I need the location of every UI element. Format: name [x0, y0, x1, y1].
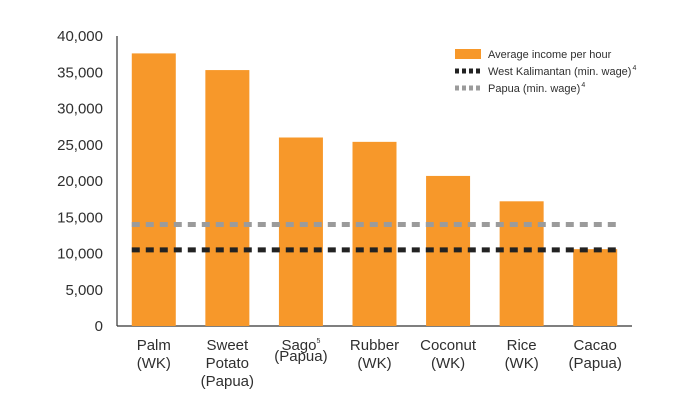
y-axis: 0 5,000 10,000 15,000 20,000 25,000 30,000 35,0…: [57, 28, 118, 335]
bar: [278, 137, 323, 326]
y-tick-labels: 0 5,000 10,000 15,000 20,000 25,000 30,000 35,0…: [57, 28, 103, 335]
bar: [131, 53, 176, 327]
y-tick-label: 10,000: [57, 246, 103, 263]
y-tick-label: 15,000: [57, 209, 103, 226]
y-tick-label: 5,000: [65, 282, 103, 299]
reference-lines: [131, 222, 618, 253]
bars: [131, 53, 618, 327]
legend-swatch: [455, 49, 481, 59]
y-tick-label: 40,000: [57, 28, 103, 45]
legend-label: West Kalimantan (min. wage)4: [488, 65, 636, 78]
legend: Average income per hour West Kalimantan (…: [455, 49, 636, 95]
y-tick-label: 25,000: [57, 137, 103, 154]
x-tick-label: Rubber (WK): [350, 337, 399, 372]
y-tick-label: 0: [95, 318, 103, 335]
y-tick-label: 35,000: [57, 64, 103, 81]
x-tick-label: Sweet Potato (Papua): [201, 337, 254, 390]
bar: [352, 141, 397, 326]
x-tick-label: Cacao (Papua): [569, 337, 622, 372]
y-tick-label: 20,000: [57, 173, 103, 190]
x-tick-label: Rice (WK): [505, 337, 539, 372]
bar: [205, 70, 250, 326]
bar: [573, 249, 618, 326]
x-tick-label: Sago5 (Papua): [274, 337, 327, 365]
legend-label: Papua (min. wage)4: [488, 82, 585, 95]
x-tick-labels: Palm (WK) Sweet Potato (Papua) Sago5 (Papua) Ru…: [137, 337, 622, 390]
x-tick-label: Coconut (WK): [420, 337, 477, 372]
x-tick-label: Palm (WK): [137, 337, 171, 372]
legend-label: Average income per hour: [488, 49, 612, 61]
y-tick-label: 30,000: [57, 101, 103, 118]
bar: [499, 201, 544, 326]
